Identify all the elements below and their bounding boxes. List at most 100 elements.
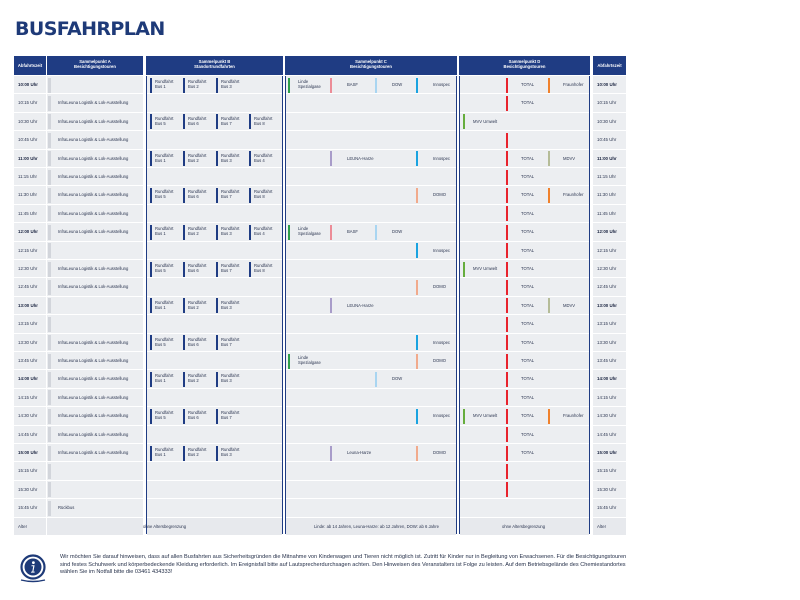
company-marker <box>506 95 508 111</box>
bus-label: Rundfahrt Bus 8 <box>254 263 272 273</box>
departure-time: 13:45 Uhr <box>18 358 38 363</box>
company-label: TOTAL <box>521 413 535 419</box>
company-label: Fraunhofer <box>563 82 584 87</box>
tour-label: InfraLeuna Logistik & Lok-Ausstellung <box>58 192 129 198</box>
bus-marker <box>249 261 251 277</box>
bus-label-line: Bus 3 <box>221 304 232 310</box>
table-row: 13:45 Uhr <box>14 352 46 371</box>
bus-label-line: Rundfahrt <box>221 410 240 416</box>
table-row: 10:00 Uhr <box>14 76 46 95</box>
bus-label-line: Bus 5 <box>155 268 166 273</box>
age-limit-d: ohne Altersbegrenzung <box>502 523 546 529</box>
bus-label: Rundfahrt Bus 6 <box>188 410 206 420</box>
bus-marker <box>150 298 152 314</box>
tour-label: InfraLeuna Logistik & Lok-Ausstellung <box>58 450 129 455</box>
bus-label: Rundfahrt Bus 1 <box>155 153 173 163</box>
table-row: LEUNA-Harze <box>286 297 456 316</box>
company-label: DOMO <box>433 192 446 197</box>
table-row <box>47 76 143 95</box>
bus-label-line: Rundfahrt <box>188 226 207 232</box>
row-marker <box>48 371 51 387</box>
bus-label-line: Bus 5 <box>155 341 166 347</box>
table-row: 14:45 Uhr <box>593 426 626 444</box>
tour-label: InfraLeuna Logistik & Lok-Ausstellung <box>58 229 129 235</box>
tour-label: InfraLeuna Logistik & Lok-Ausstellung <box>58 118 129 124</box>
table-row: 12:00 Uhr <box>14 223 46 242</box>
departure-time: 12:45 Uhr <box>18 284 38 290</box>
table-row: Rundfahrt Bus 5 Rundfahrt Bus 6 Rundfahrt Bus… <box>147 334 282 352</box>
company-marker <box>506 390 508 406</box>
company-label: TOTAL <box>521 247 535 253</box>
company-label: TOTAL <box>521 358 535 363</box>
sammelpunkt-b-title: Sammelpunkt B <box>198 59 231 64</box>
table-row <box>147 499 282 518</box>
sammelpunkt-c-subtitle: Besichtigungstouren <box>350 64 392 69</box>
table-row <box>147 426 282 444</box>
table-row <box>47 481 143 500</box>
table-row <box>47 242 143 260</box>
table-row <box>286 113 456 132</box>
bus-marker <box>216 371 218 387</box>
bus-label-line: Bus 2 <box>188 378 199 384</box>
company-label-line: BASF <box>347 82 358 87</box>
bus-label-line: Bus 1 <box>155 231 166 237</box>
bus-marker <box>150 77 152 93</box>
company-marker <box>506 243 508 259</box>
sammelpunkt-d-title: Sammelpunkt D <box>508 59 541 64</box>
table-row: TOTAL MDVV <box>460 150 589 168</box>
bus-label-line: Bus 4 <box>254 231 265 237</box>
bus-marker <box>183 408 185 424</box>
table-row: TOTAL <box>460 278 589 297</box>
departure-time: 14:00 Uhr <box>597 376 618 382</box>
bus-label-line: Rundfahrt <box>188 79 207 84</box>
age-label: Alter <box>597 523 607 529</box>
table-row <box>147 352 282 371</box>
company-label-line: DOMO <box>433 192 447 198</box>
departure-time: 14:45 Uhr <box>597 431 617 437</box>
bus-marker <box>249 224 251 240</box>
table-row: 14:45 Uhr <box>14 426 46 444</box>
table-row: TOTAL <box>460 168 589 187</box>
company-label-line: DOMO <box>433 284 447 290</box>
table-row: 11:45 Uhr <box>14 205 46 224</box>
table-row: InfraLeuna Logistik & Lok-Ausstellung <box>47 260 143 279</box>
table-row: InfraLeuna Logistik & Lok-Ausstellung <box>47 168 143 187</box>
sammelpunkt-c-column: Sammelpunkt C Besichtigungstouren Linde S… <box>285 56 457 536</box>
table-row <box>286 168 456 187</box>
bus-label: Rundfahrt Bus 7 <box>221 410 239 420</box>
departure-time: 13:00 Uhr <box>597 302 618 308</box>
bus-marker <box>150 445 152 461</box>
departure-time: 13:30 Uhr <box>597 339 617 345</box>
table-row: ohne Altersbegrenzung <box>460 517 589 536</box>
table-row: TOTAL <box>460 94 589 113</box>
company-label: DOW <box>392 229 402 234</box>
bus-label-line: Rundfahrt <box>155 79 174 84</box>
departure-time: 14:45 Uhr <box>18 431 38 437</box>
company-marker <box>288 224 290 240</box>
departure-time: 14:30 Uhr <box>597 413 617 419</box>
departure-time: 10:15 Uhr <box>597 100 617 106</box>
departure-time: 10:00 Uhr <box>597 82 618 87</box>
company-label: TOTAL <box>521 339 535 345</box>
bus-label: Rundfahrt Bus 6 <box>188 337 206 347</box>
company-marker <box>506 77 508 93</box>
table-row: InfraLeuna Logistik & Lok-Ausstellung <box>47 205 143 224</box>
company-marker <box>416 335 418 351</box>
table-row <box>460 499 589 518</box>
table-row: DOMO <box>286 278 456 297</box>
table-row: 14:30 Uhr <box>593 407 626 426</box>
departure-time: 12:30 Uhr <box>597 266 617 271</box>
row-marker <box>48 169 51 185</box>
bus-marker <box>150 371 152 387</box>
bus-marker <box>183 298 185 314</box>
bus-marker <box>216 335 218 351</box>
table-row: MVV Umwelt TOTAL Fraunhofer <box>460 407 589 426</box>
departure-time: 11:30 Uhr <box>18 192 37 198</box>
table-row: Rundfahrt Bus 1 Rundfahrt Bus 2 Rundfahrt Bus… <box>147 370 282 389</box>
table-row: 13:30 Uhr <box>593 334 626 352</box>
tour-label: InfraLeuna Logistik & Lok-Ausstellung <box>58 339 129 345</box>
table-row: 12:30 Uhr <box>14 260 46 279</box>
table-row: 14:15 Uhr <box>14 389 46 408</box>
bus-label-line: Bus 2 <box>188 84 199 89</box>
table-row: TOTAL <box>460 370 589 389</box>
